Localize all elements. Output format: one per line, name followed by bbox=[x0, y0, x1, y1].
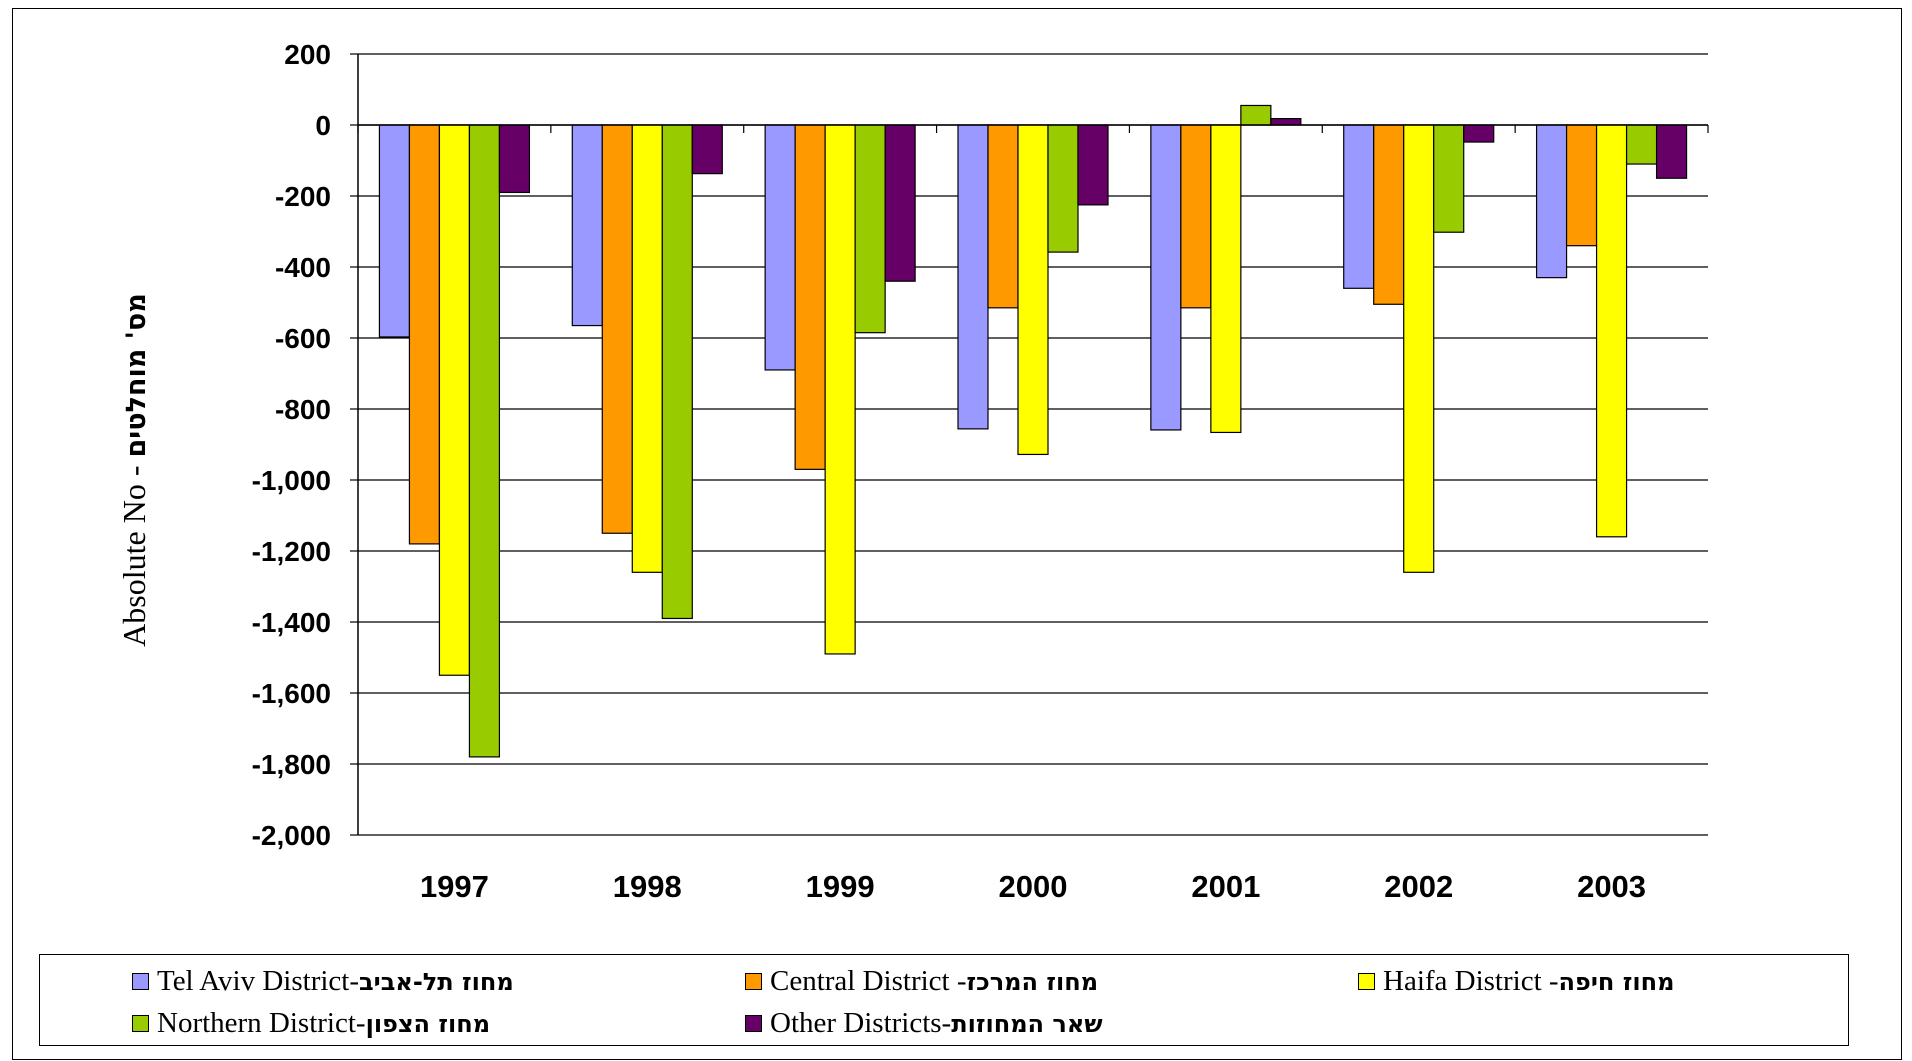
bar bbox=[1463, 124, 1495, 143]
x-category-label: 2001 bbox=[1191, 869, 1260, 904]
bar bbox=[1433, 124, 1465, 233]
bar bbox=[468, 124, 501, 758]
bar bbox=[378, 124, 411, 338]
y-tick-label: 0 bbox=[315, 110, 331, 141]
bar bbox=[957, 124, 989, 430]
y-tick-label: 200 bbox=[284, 39, 331, 70]
legend-label-haifa-en: Haifa District - bbox=[1383, 965, 1559, 997]
bar bbox=[1403, 124, 1435, 573]
y-tick-label: -1,800 bbox=[252, 749, 331, 780]
y-tick-label: -200 bbox=[275, 181, 331, 212]
bar bbox=[764, 124, 796, 371]
legend-item-central: Central District - מחוז המרכז bbox=[745, 965, 1098, 998]
bar bbox=[1150, 124, 1182, 431]
y-tick-labels: 200 0 -200 -400 -600 -800 -1,000 -1,200 -1,400 -1… bbox=[252, 39, 331, 851]
legend-swatch-central bbox=[745, 973, 762, 990]
y-tick-label: -1,000 bbox=[252, 465, 331, 496]
y-tick-label: -400 bbox=[275, 252, 331, 283]
y-axis-label-en: Absolute No bbox=[116, 484, 152, 647]
legend-item-tel-aviv: Tel Aviv District- מחוז תל-אביב bbox=[132, 965, 514, 998]
bar bbox=[1180, 124, 1212, 309]
legend-swatch-other bbox=[745, 1015, 762, 1032]
bar bbox=[601, 124, 633, 534]
bar bbox=[987, 124, 1019, 309]
bar bbox=[661, 124, 693, 620]
bar bbox=[631, 124, 663, 573]
bar bbox=[1373, 124, 1405, 305]
x-category-label: 1998 bbox=[613, 869, 682, 904]
y-axis-label-he: מס' מוחלטים bbox=[121, 293, 152, 457]
legend-label-haifa-he: מחוז חיפה bbox=[1558, 967, 1675, 996]
legend-label-central-en: Central District - bbox=[770, 965, 967, 997]
legend-swatch-northern bbox=[132, 1015, 149, 1032]
bar bbox=[1047, 124, 1079, 253]
x-category-label: 1999 bbox=[806, 869, 875, 904]
legend-swatch-tel-aviv bbox=[132, 973, 149, 990]
legend-label-other-he: שאר המחוזות bbox=[951, 1009, 1103, 1038]
y-tick-label: -2,000 bbox=[252, 820, 331, 851]
bar bbox=[854, 124, 886, 334]
bar bbox=[1270, 118, 1302, 126]
legend-item-other: Other Districts- שאר המחוזות bbox=[745, 1007, 1103, 1040]
bar bbox=[1017, 124, 1049, 456]
bar bbox=[1625, 124, 1658, 165]
x-category-labels: 1997 1998 1999 2000 2001 2002 2003 bbox=[420, 869, 1646, 904]
y-tick-label: -800 bbox=[275, 394, 331, 425]
bar bbox=[498, 124, 531, 194]
bar bbox=[824, 124, 856, 655]
y-tick-label: -1,200 bbox=[252, 536, 331, 567]
y-tick-label: -1,600 bbox=[252, 678, 331, 709]
legend-label-other-en: Other Districts- bbox=[770, 1007, 952, 1039]
bar bbox=[1343, 124, 1375, 289]
bar bbox=[1595, 124, 1628, 538]
bar bbox=[1535, 124, 1568, 279]
bar bbox=[1210, 124, 1242, 434]
legend: Tel Aviv District- מחוז תל-אביב Central D… bbox=[39, 954, 1849, 1046]
bars bbox=[378, 104, 1688, 758]
bar bbox=[438, 124, 471, 676]
bar bbox=[691, 124, 723, 175]
bar bbox=[884, 124, 916, 282]
legend-swatch-haifa bbox=[1358, 973, 1375, 990]
legend-label-northern-he: מחוז הצפון bbox=[365, 1009, 491, 1038]
legend-label-tel-aviv-en: Tel Aviv District- bbox=[157, 965, 360, 997]
axes bbox=[350, 53, 1709, 836]
bar bbox=[794, 124, 826, 470]
bar bbox=[408, 124, 441, 545]
bar bbox=[571, 124, 603, 327]
bar bbox=[1240, 104, 1272, 126]
x-category-label: 2000 bbox=[999, 869, 1068, 904]
x-category-label: 1997 bbox=[420, 869, 489, 904]
y-axis-label-sep: - bbox=[116, 466, 152, 477]
bar bbox=[1077, 124, 1109, 206]
y-tick-label: -600 bbox=[275, 323, 331, 354]
x-category-label: 2002 bbox=[1384, 869, 1453, 904]
legend-item-haifa: Haifa District - מחוז חיפה bbox=[1358, 965, 1674, 998]
bar bbox=[1655, 124, 1688, 179]
bar bbox=[1565, 124, 1598, 247]
x-category-label: 2003 bbox=[1577, 869, 1646, 904]
legend-item-northern: Northern District- מחוז הצפון bbox=[132, 1007, 490, 1040]
legend-label-tel-aviv-he: מחוז תל-אביב bbox=[359, 967, 514, 996]
legend-label-central-he: מחוז המרכז bbox=[966, 967, 1099, 996]
y-tick-label: -1,400 bbox=[252, 607, 331, 638]
y-axis-label: Absolute No - מס' מוחלטים bbox=[116, 293, 152, 647]
legend-label-northern-en: Northern District- bbox=[157, 1007, 366, 1039]
